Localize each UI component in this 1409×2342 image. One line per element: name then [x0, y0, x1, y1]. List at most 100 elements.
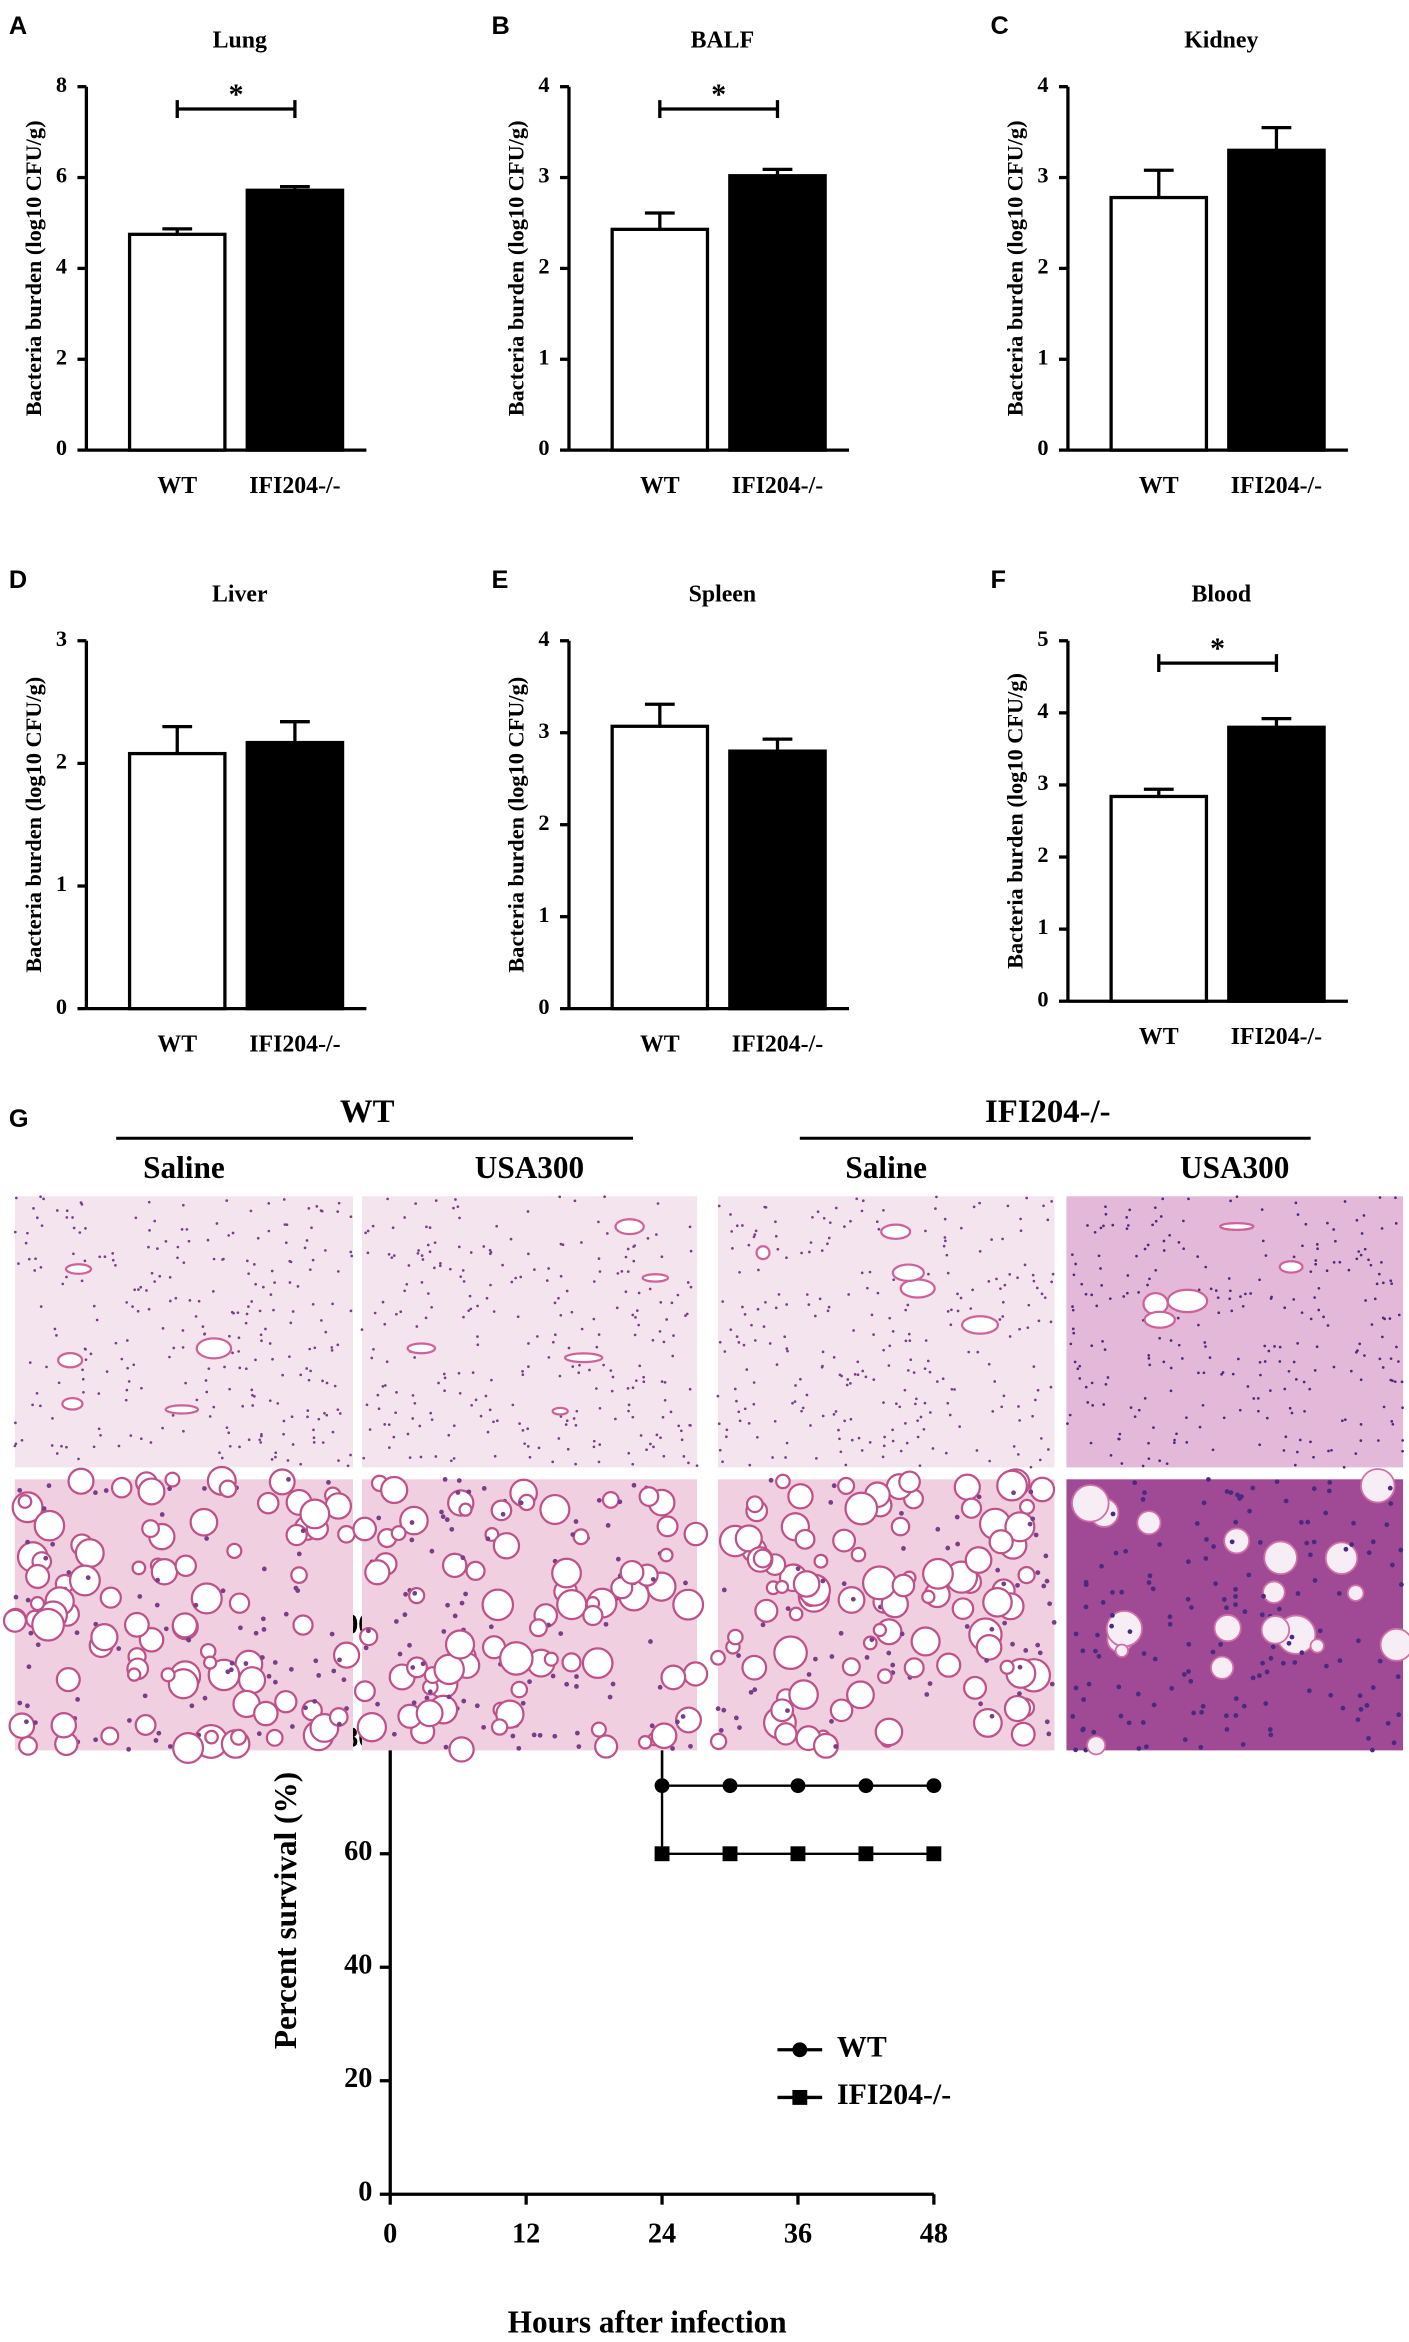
nucleus: [458, 1216, 461, 1220]
nucleus: [670, 1301, 674, 1305]
nucleus: [1125, 1216, 1129, 1219]
nucleus: [282, 1419, 286, 1423]
nucleus: [683, 1580, 688, 1586]
nucleus: [783, 1335, 787, 1339]
nucleus: [32, 1207, 35, 1210]
nucleus: [1154, 1268, 1158, 1272]
nucleus: [1391, 1379, 1394, 1383]
nucleus: [662, 1340, 666, 1344]
nucleus: [1132, 1480, 1138, 1486]
nucleus: [756, 1307, 760, 1311]
nucleus: [462, 1315, 465, 1319]
nucleus: [924, 1229, 927, 1233]
nucleus: [312, 1436, 316, 1440]
nucleus: [131, 1305, 134, 1308]
y-tick-label: 3: [538, 163, 549, 188]
alveolus: [67, 1467, 95, 1495]
nucleus: [457, 1371, 461, 1375]
nucleus: [84, 1358, 88, 1362]
nucleus: [655, 1433, 659, 1437]
nucleus: [857, 1436, 861, 1440]
y-tick-label: 1: [1037, 344, 1048, 369]
y-tick-label: 0: [538, 994, 549, 1019]
nucleus: [1050, 1280, 1053, 1284]
nucleus: [264, 1327, 267, 1331]
nucleus: [1369, 1263, 1373, 1267]
nucleus: [1300, 1311, 1304, 1314]
nucleus: [238, 1625, 243, 1631]
nucleus: [1154, 1219, 1158, 1223]
nucleus: [456, 1478, 462, 1483]
alveolus: [988, 1529, 1014, 1555]
nucleus: [1384, 1522, 1390, 1528]
nucleus: [254, 1358, 257, 1362]
nucleus: [137, 1288, 140, 1291]
nucleus: [120, 1357, 124, 1361]
nucleus: [1168, 1233, 1171, 1237]
nucleus: [1284, 1435, 1288, 1439]
nucleus: [821, 1350, 825, 1354]
alveolus: [50, 1711, 78, 1739]
bar: [1227, 148, 1326, 452]
nucleus: [452, 1613, 458, 1619]
nucleus: [270, 1269, 274, 1273]
nucleus: [892, 1278, 896, 1282]
nucleus: [445, 1602, 450, 1608]
nucleus: [978, 1701, 984, 1707]
nucleus: [24, 1719, 29, 1725]
nucleus: [320, 1319, 323, 1322]
nucleus: [617, 1499, 623, 1505]
nucleus: [1341, 1419, 1344, 1423]
nucleus: [935, 1195, 938, 1199]
nucleus: [341, 1677, 347, 1683]
alveolus: [18, 1735, 38, 1756]
nucleus: [272, 1660, 278, 1665]
nucleus: [827, 1305, 831, 1309]
nucleus: [743, 1313, 747, 1316]
nucleus: [1109, 1453, 1113, 1457]
nucleus: [1017, 1405, 1020, 1408]
nucleus: [81, 1377, 85, 1381]
nucleus: [424, 1695, 430, 1701]
alveolus: [131, 1560, 147, 1576]
nucleus: [757, 1268, 760, 1272]
nucleus: [1032, 1365, 1036, 1368]
nucleus: [949, 1323, 953, 1327]
nucleus: [319, 1209, 323, 1212]
nucleus: [918, 1464, 922, 1467]
nucleus: [1126, 1274, 1130, 1277]
alveolus: [773, 1635, 808, 1671]
nucleus: [260, 1655, 265, 1660]
alveolus: [448, 1736, 475, 1763]
nucleus: [260, 1434, 263, 1438]
nucleus: [833, 1744, 839, 1749]
nucleus: [882, 1444, 886, 1448]
nucleus: [1326, 1488, 1332, 1494]
nucleus: [317, 1417, 321, 1421]
alveolus: [1136, 1510, 1162, 1536]
nucleus: [688, 1387, 692, 1391]
nucleus: [185, 1637, 191, 1642]
y-tick-label: 3: [1037, 163, 1048, 188]
nucleus: [324, 1249, 327, 1252]
alveolus: [274, 1690, 298, 1714]
nucleus: [626, 1247, 630, 1251]
nucleus: [42, 1197, 45, 1201]
nucleus: [1023, 1648, 1029, 1653]
nucleus: [818, 1297, 822, 1301]
nucleus: [566, 1447, 570, 1451]
nucleus: [872, 1378, 876, 1381]
nucleus: [1071, 1308, 1075, 1312]
nucleus: [1040, 1292, 1044, 1296]
alveolus: [850, 1546, 867, 1563]
nucleus: [1073, 1747, 1078, 1753]
nucleus: [1315, 1243, 1319, 1246]
nucleus: [1206, 1477, 1211, 1482]
nucleus: [393, 1619, 399, 1624]
nucleus: [1230, 1309, 1234, 1313]
nucleus: [1293, 1463, 1297, 1467]
alveolus: [415, 1699, 444, 1728]
x-tick-label: IFI204-/-: [732, 1031, 823, 1057]
y-tick-label: 1: [1037, 914, 1048, 939]
nucleus: [193, 1602, 199, 1608]
